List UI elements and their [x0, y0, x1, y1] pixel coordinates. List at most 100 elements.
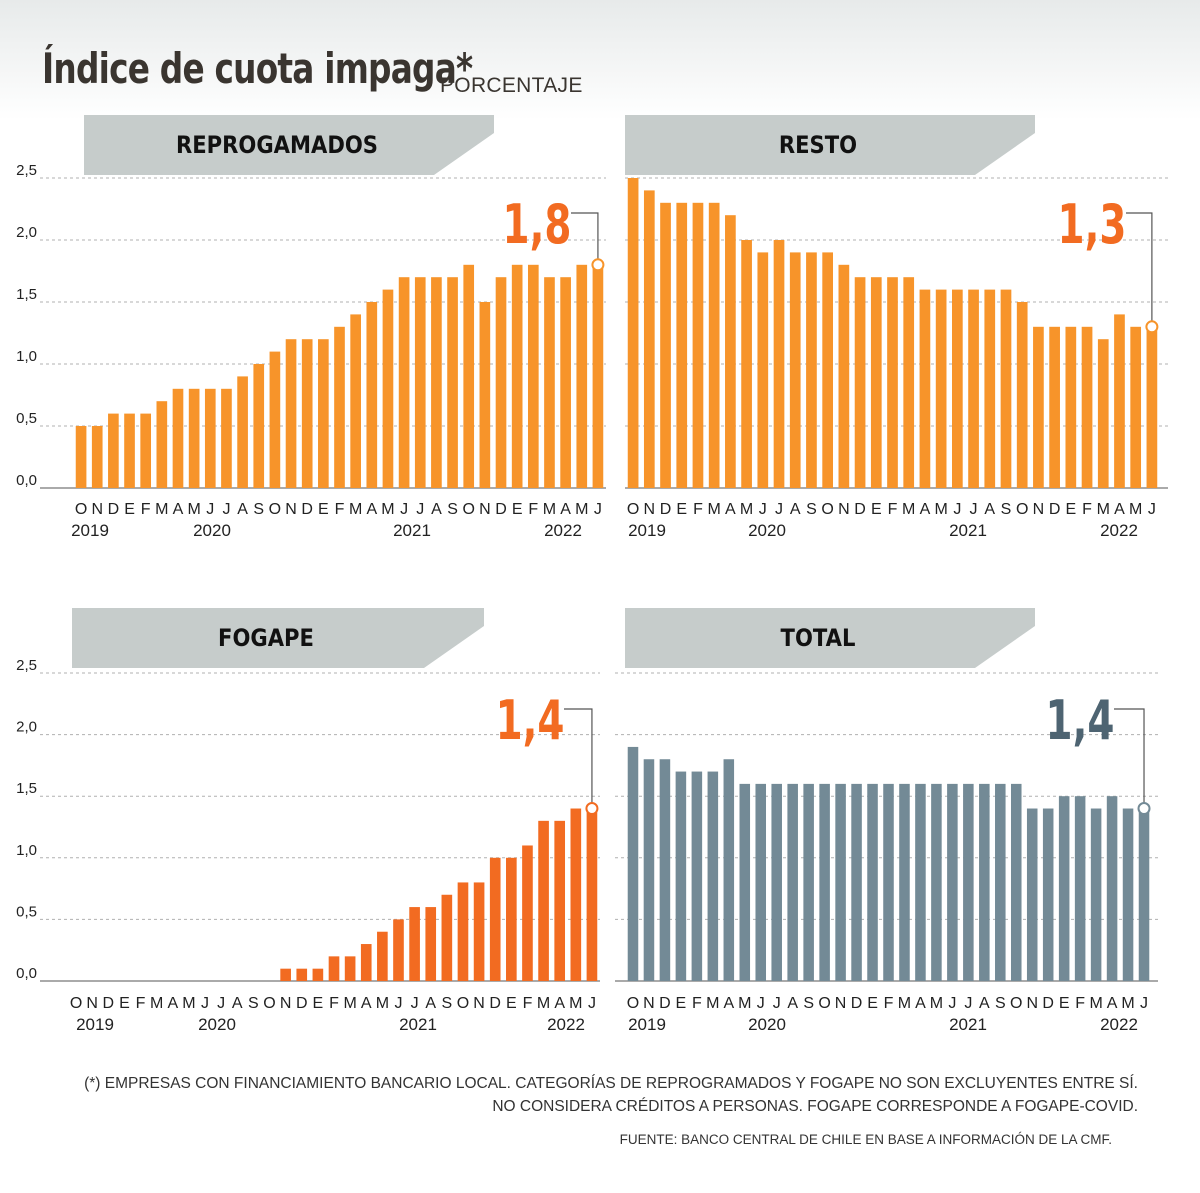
bar [108, 413, 119, 488]
bar [1130, 326, 1142, 488]
bar [140, 413, 152, 488]
x-tick-label: N [1026, 995, 1038, 1012]
x-tick-label: A [167, 995, 178, 1012]
x-tick-label: M [740, 501, 753, 518]
y-tick-label: 1,5 [16, 780, 37, 797]
x-tick-label: D [108, 501, 120, 518]
footnote-line-2: NO CONSIDERA CRÉDITOS A PERSONAS. FOGAPE… [492, 1098, 1138, 1115]
x-tick-label: M [381, 501, 394, 518]
y-tick-label: 0,5 [16, 410, 37, 427]
bar [350, 314, 361, 488]
last-value-label: 1,4 [496, 690, 565, 753]
bar [1033, 326, 1044, 488]
bar [819, 783, 830, 981]
bar [538, 820, 549, 981]
x-tick-label: N [280, 995, 292, 1012]
x-tick-label: J [773, 995, 781, 1012]
bar [803, 783, 814, 981]
x-tick-label: J [217, 995, 225, 1012]
x-tick-label: A [431, 501, 442, 518]
y-tick-label: 2,0 [16, 719, 37, 736]
last-value-label: 1,8 [503, 194, 572, 257]
x-tick-label: A [1114, 501, 1125, 518]
bar [586, 808, 598, 981]
bar [269, 351, 281, 488]
x-tick-label: J [1140, 995, 1148, 1012]
bar [204, 388, 216, 488]
x-tick-label: M [343, 995, 356, 1012]
x-tick-label: A [361, 995, 372, 1012]
bar [312, 968, 324, 981]
x-tick-label: S [803, 995, 814, 1012]
x-tick-label: D [660, 501, 672, 518]
page-subtitle: PORCENTAJE [440, 74, 583, 97]
x-tick-label: M [537, 995, 550, 1012]
x-year-label: 2019 [76, 1015, 114, 1034]
callout-leader-line [1126, 212, 1153, 321]
x-tick-label: O [1010, 995, 1022, 1012]
x-year-label: 2021 [393, 521, 431, 540]
x-tick-label: D [659, 995, 671, 1012]
bar [301, 339, 313, 488]
x-tick-label: J [588, 995, 596, 1012]
x-tick-label: F [884, 995, 894, 1012]
x-tick-label: F [1075, 995, 1085, 1012]
bar [789, 252, 801, 488]
x-tick-label: A [984, 501, 995, 518]
x-tick-label: E [313, 995, 324, 1012]
x-tick-label: E [867, 995, 878, 1012]
x-tick-label: N [91, 501, 103, 518]
bar [188, 388, 200, 488]
x-tick-label: F [329, 995, 339, 1012]
x-year-label: 2021 [949, 521, 987, 540]
x-tick-label: O [462, 501, 474, 518]
x-tick-label: N [479, 501, 491, 518]
bar [522, 845, 533, 981]
bar [757, 252, 769, 488]
bar [903, 277, 915, 488]
x-tick-label: M [182, 995, 195, 1012]
x-tick-label: M [569, 995, 582, 1012]
bar [398, 277, 410, 488]
x-tick-label: M [898, 995, 911, 1012]
bar [1122, 808, 1134, 981]
chart-title: TOTAL [781, 625, 856, 653]
bar [511, 264, 523, 488]
bar [723, 759, 735, 981]
last-value-label: 1,3 [1058, 194, 1127, 257]
x-year-label: 2019 [71, 521, 109, 540]
x-tick-label: J [206, 501, 214, 518]
bar [935, 289, 947, 488]
x-year-label: 2020 [748, 521, 786, 540]
bar [221, 388, 232, 488]
bar [360, 944, 372, 981]
last-point-marker [591, 258, 605, 272]
x-year-label: 2022 [547, 1015, 585, 1034]
x-tick-label: M [543, 501, 556, 518]
bar [328, 956, 340, 981]
x-year-label: 2022 [544, 521, 582, 540]
chart-header-tab [625, 608, 1035, 668]
bar [366, 302, 378, 488]
x-year-label: 2021 [399, 1015, 437, 1034]
x-tick-label: E [871, 501, 882, 518]
bar [838, 264, 850, 488]
x-tick-label: E [676, 501, 687, 518]
bar [659, 759, 671, 981]
chart-header-tab [625, 115, 1035, 175]
bar [457, 882, 469, 981]
x-tick-label: D [296, 995, 308, 1012]
x-tick-label: A [237, 501, 248, 518]
x-tick-label: J [775, 501, 783, 518]
bar [377, 931, 388, 981]
x-tick-label: M [575, 501, 588, 518]
bar [425, 907, 437, 981]
x-tick-label: S [248, 995, 259, 1012]
callout-leader-line [564, 708, 593, 803]
x-tick-label: A [725, 501, 736, 518]
bar [318, 339, 329, 488]
bar [1081, 326, 1093, 488]
x-tick-label: O [1016, 501, 1028, 518]
bar [124, 413, 135, 488]
bar [75, 426, 87, 488]
